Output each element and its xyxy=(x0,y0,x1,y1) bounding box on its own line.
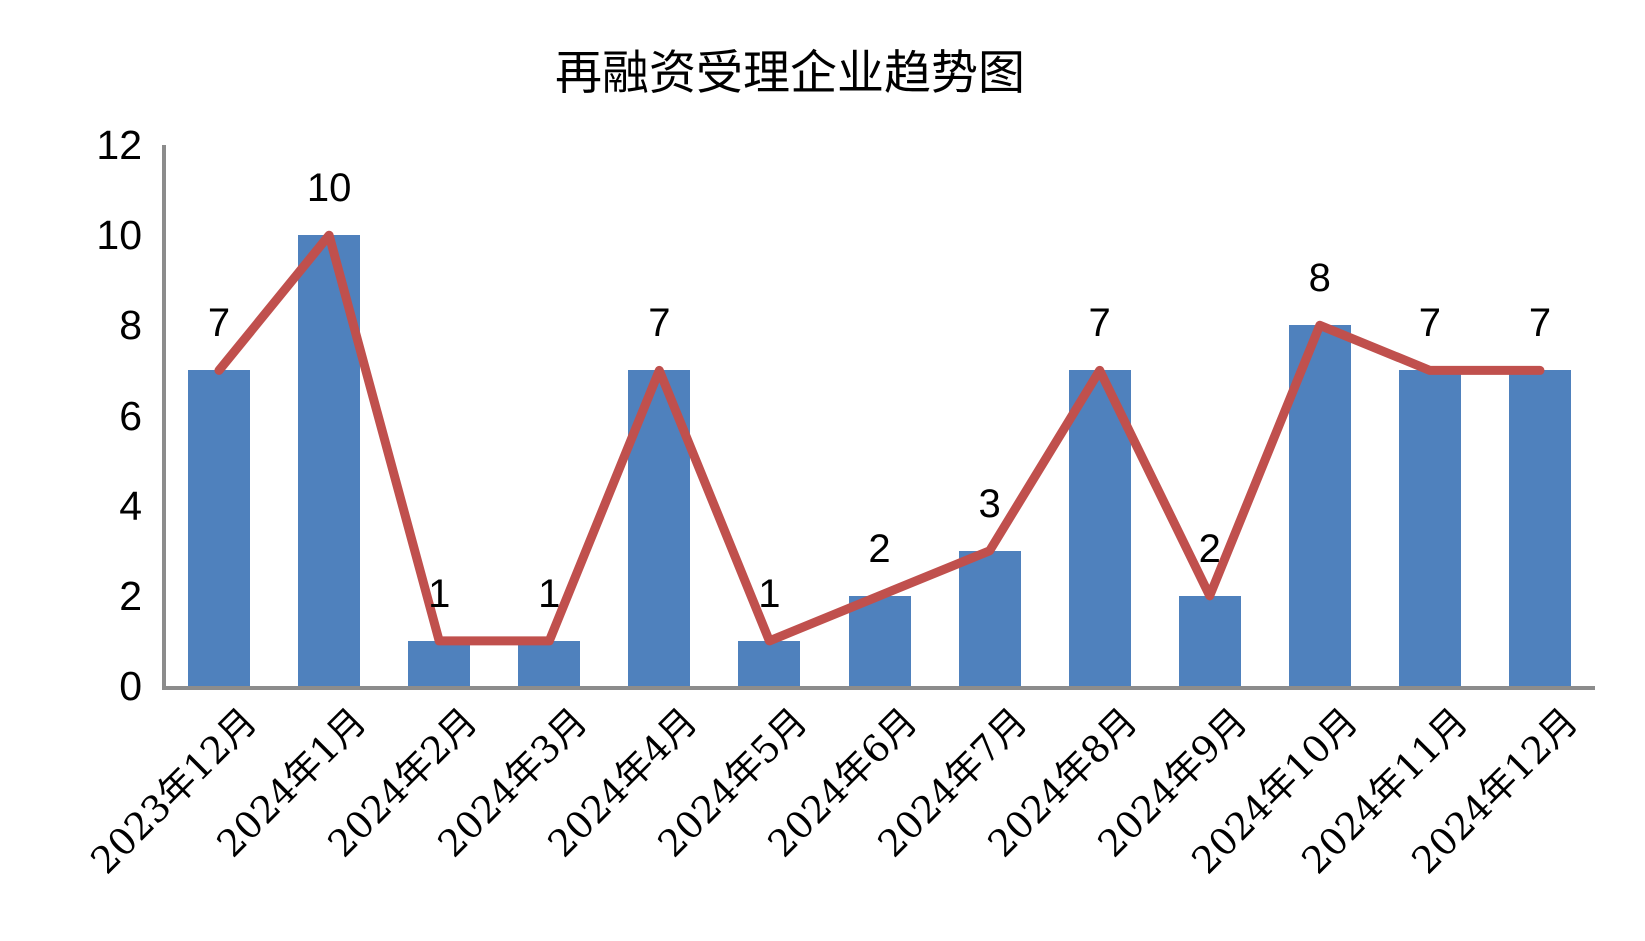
data-label: 7 xyxy=(207,301,231,346)
y-tick-label: 2 xyxy=(119,572,142,619)
data-label: 2 xyxy=(868,526,891,571)
data-label: 8 xyxy=(1308,256,1331,301)
bar-2024年4月 xyxy=(628,370,691,686)
bar-2024年8月 xyxy=(1068,370,1131,686)
x-axis-line xyxy=(162,686,1595,690)
y-tick-label: 10 xyxy=(96,212,142,259)
bar-2024年6月 xyxy=(848,595,911,686)
data-label: 7 xyxy=(1528,301,1552,346)
y-tick-label: 12 xyxy=(96,122,142,168)
bar-2024年11月 xyxy=(1398,370,1461,686)
data-label: 3 xyxy=(978,481,1001,526)
bar-2024年5月 xyxy=(738,640,801,686)
data-label: 7 xyxy=(1418,301,1441,346)
y-axis-line xyxy=(162,145,166,690)
y-tick-label: 4 xyxy=(119,482,142,529)
bar-2024年12月 xyxy=(1508,370,1571,686)
bar-2024年10月 xyxy=(1288,325,1351,686)
y-tick-label: 0 xyxy=(119,663,142,709)
data-label: 10 xyxy=(306,166,352,211)
data-label: 1 xyxy=(758,571,781,616)
bar-2024年2月 xyxy=(408,640,471,686)
data-label: 7 xyxy=(1088,301,1111,346)
data-label: 1 xyxy=(538,571,561,616)
chart-title: 再融资受理企业趋势图 xyxy=(555,46,1025,101)
data-label: 1 xyxy=(428,571,451,616)
bar-2024年3月 xyxy=(518,640,581,686)
bar-2024年9月 xyxy=(1178,595,1241,686)
bar-2024年7月 xyxy=(958,550,1021,686)
y-tick-label: 8 xyxy=(119,302,142,349)
bar-2024年1月 xyxy=(298,235,361,686)
bar-2023年12月 xyxy=(188,370,251,686)
data-label: 2 xyxy=(1198,526,1221,571)
y-tick-label: 6 xyxy=(119,392,142,439)
data-label: 7 xyxy=(648,301,671,346)
